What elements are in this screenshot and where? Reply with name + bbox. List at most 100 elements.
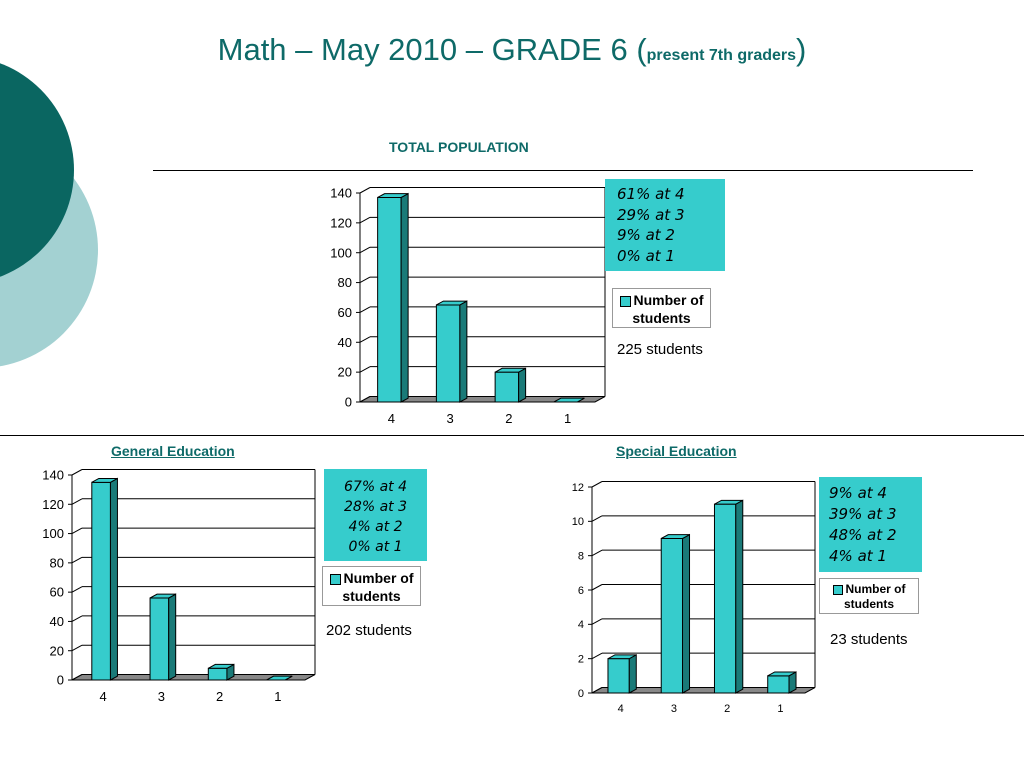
total-bar-front — [377, 196, 402, 403]
general-legend-line1: Number of — [343, 570, 414, 586]
special-bar — [767, 671, 797, 694]
total-bar-side — [400, 192, 409, 403]
special-gridline-side — [591, 515, 603, 522]
total-population-label: TOTAL POPULATION — [389, 139, 529, 155]
total-population-chart: 0 20 40 60 80 100 120 140 4 3 2 1 — [330, 186, 606, 426]
general-education-label: General Education — [111, 443, 235, 459]
general-bar — [207, 663, 235, 681]
special-bar-top — [767, 671, 797, 677]
general-bar — [91, 477, 118, 681]
total-bar — [553, 397, 585, 403]
special-bar-top — [714, 499, 744, 505]
legend-swatch — [329, 573, 341, 585]
special-bar — [607, 653, 637, 694]
general-percentages-box: 67% at 4 28% at 3 4% at 2 0% at 1 — [324, 469, 427, 561]
general-student-count: 202 students — [326, 622, 412, 639]
general-bar-front — [207, 667, 228, 681]
slide-title: Math – May 2010 – GRADE 6 (present 7th g… — [0, 30, 1024, 76]
special-bar-side — [735, 499, 744, 694]
special-student-count: 23 students — [830, 631, 908, 648]
general-bar-top — [149, 593, 176, 599]
total-xtick-label: 3 — [447, 411, 454, 426]
total-bar — [377, 192, 409, 403]
slide-title-subtitle: present 7th graders — [646, 47, 797, 64]
total-gridline-side — [359, 216, 371, 224]
total-percentages-box: 61% at 4 29% at 3 9% at 2 0% at 1 — [605, 179, 725, 271]
total-ytick-label: 40 — [338, 335, 352, 350]
special-bar — [713, 499, 744, 694]
general-gridline-side — [71, 615, 83, 622]
general-pct-2: 4% at 2 — [348, 519, 403, 535]
total-pct-1: 0% at 1 — [617, 246, 675, 265]
total-ytick-label: 0 — [345, 395, 352, 410]
special-xtick-label: 3 — [671, 703, 677, 715]
general-ytick-label: 140 — [42, 468, 64, 483]
special-bar-side — [682, 533, 691, 694]
top-divider — [153, 170, 973, 171]
total-pct-4: 61% at 4 — [617, 185, 685, 203]
special-ytick-label: 10 — [572, 516, 584, 528]
special-bar-front — [713, 503, 737, 694]
general-xtick-label: 2 — [216, 689, 223, 704]
general-bar-top — [91, 477, 118, 483]
special-pct-4: 9% at 4 — [829, 484, 887, 502]
special-bar-top — [607, 654, 637, 660]
special-ytick-label: 2 — [578, 654, 584, 666]
special-pct-3: 39% at 3 — [829, 505, 897, 523]
special-xtick-label: 4 — [618, 703, 624, 715]
special-education-chart: 0 2 4 6 8 10 12 4 3 2 1 — [572, 481, 816, 715]
special-gridline-side — [591, 481, 603, 488]
special-percentages-box: 9% at 4 39% at 3 48% at 2 4% at 1 — [819, 477, 922, 572]
total-bar-side — [518, 367, 527, 403]
general-ytick-label: 60 — [50, 585, 64, 600]
general-gridline-side — [71, 498, 83, 505]
general-xtick-label: 4 — [100, 689, 107, 704]
total-ytick-label: 60 — [338, 305, 352, 320]
dark-circle-decoration — [0, 63, 74, 277]
general-education-chart: 0 20 40 60 80 100 120 140 4 3 2 1 — [42, 468, 316, 704]
general-gridline-side — [71, 527, 83, 535]
total-ytick-label: 20 — [338, 365, 352, 380]
total-gridline-side — [359, 246, 371, 254]
special-bar-front — [767, 675, 790, 694]
total-bar-top — [436, 300, 468, 306]
total-bar — [494, 367, 527, 403]
special-xtick-label: 2 — [724, 703, 730, 715]
legend-swatch — [832, 584, 843, 595]
total-legend: Number of students — [612, 288, 711, 328]
total-ytick-label: 140 — [330, 186, 352, 201]
special-ytick-label: 0 — [578, 688, 584, 700]
special-legend: Number of students — [819, 578, 919, 614]
total-ytick-label: 80 — [338, 275, 352, 290]
total-bar-side — [459, 300, 468, 403]
general-bar-side — [168, 593, 177, 681]
total-gridline-side — [359, 336, 371, 343]
special-legend-line1: Number of — [845, 582, 906, 596]
total-bar-top — [553, 397, 585, 403]
special-bar-front — [607, 658, 630, 694]
general-bar — [266, 675, 293, 681]
general-bar-top — [266, 675, 293, 681]
total-bar-top — [377, 193, 409, 198]
general-ytick-label: 40 — [50, 614, 64, 629]
special-pct-2: 48% at 2 — [829, 526, 897, 544]
total-bar-front — [435, 304, 461, 403]
general-ytick-label: 120 — [42, 497, 64, 512]
special-bar-front — [660, 538, 684, 694]
middle-divider — [0, 435, 1024, 436]
special-education-label: Special Education — [616, 443, 737, 459]
general-ytick-label: 0 — [57, 673, 64, 688]
general-pct-1: 0% at 1 — [348, 539, 403, 555]
total-legend-line2: students — [632, 310, 691, 326]
general-legend: Number of students — [322, 566, 421, 606]
general-bar-top — [208, 663, 235, 669]
special-ytick-label: 12 — [572, 482, 584, 494]
general-gridline-side — [71, 644, 83, 652]
general-bar-front — [91, 481, 111, 681]
total-gridline-side — [359, 276, 371, 284]
special-gridline-side — [591, 584, 603, 591]
total-gridline-side — [359, 366, 371, 373]
total-gridline-side — [359, 187, 371, 194]
total-bar-top — [494, 367, 526, 373]
total-legend-line1: Number of — [633, 292, 704, 308]
